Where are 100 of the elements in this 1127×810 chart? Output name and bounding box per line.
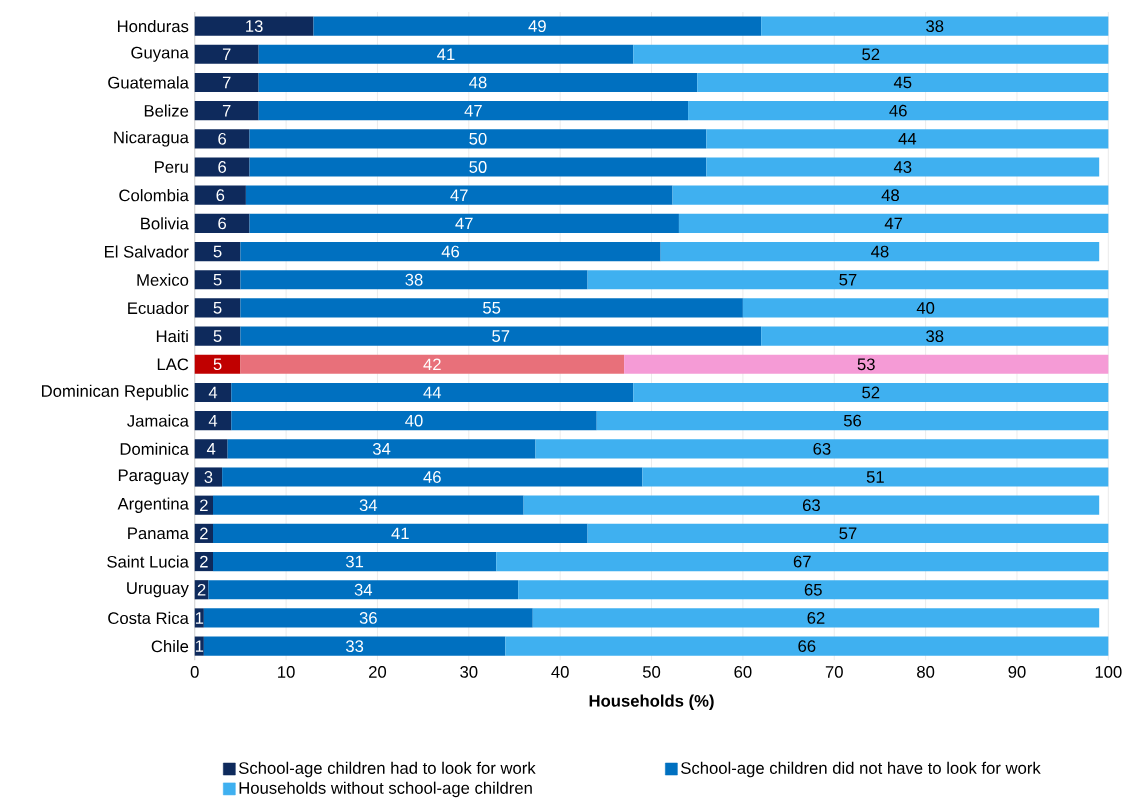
bar bbox=[194, 73, 259, 93]
data-label: 46 bbox=[441, 245, 460, 258]
data-label: 6 bbox=[218, 217, 227, 230]
x-tick-label: 20 bbox=[369, 666, 387, 679]
bar bbox=[678, 214, 1109, 234]
y-tick-label: Ecuador bbox=[128, 302, 189, 315]
data-label: 41 bbox=[437, 48, 455, 61]
y-tick-label: Colombia bbox=[119, 189, 189, 202]
y-tick-label: Saint Lucia bbox=[107, 555, 189, 568]
data-label: 48 bbox=[469, 76, 487, 89]
data-label: 4 bbox=[208, 386, 218, 399]
data-label: 40 bbox=[405, 414, 423, 427]
x-tick-label: 90 bbox=[1008, 666, 1026, 679]
bar bbox=[706, 129, 1109, 149]
bar bbox=[194, 101, 259, 121]
data-label: 7 bbox=[222, 48, 231, 61]
y-tick-label: Dominica bbox=[120, 442, 189, 456]
data-label: 47 bbox=[884, 217, 903, 230]
bar bbox=[249, 214, 679, 234]
data-label: 44 bbox=[898, 133, 917, 145]
bar bbox=[240, 270, 588, 290]
data-label: 5 bbox=[213, 302, 222, 314]
data-label: 6 bbox=[218, 133, 227, 145]
bar bbox=[761, 326, 1109, 346]
bar bbox=[208, 580, 519, 600]
bar bbox=[194, 157, 250, 177]
data-label: 66 bbox=[798, 640, 816, 653]
bar bbox=[245, 185, 673, 205]
data-label: 6 bbox=[216, 189, 225, 202]
bar bbox=[240, 298, 743, 318]
y-tick-label: Panama bbox=[128, 527, 189, 540]
bar bbox=[227, 439, 536, 459]
bar bbox=[587, 524, 1109, 544]
bar bbox=[742, 298, 1109, 318]
bar bbox=[194, 354, 241, 375]
bar bbox=[194, 214, 250, 234]
bar bbox=[240, 242, 661, 262]
legend-label: Households without school-age children bbox=[239, 781, 532, 798]
bar bbox=[761, 16, 1109, 36]
bar bbox=[249, 129, 707, 149]
bar bbox=[596, 411, 1109, 431]
bar bbox=[672, 185, 1109, 205]
bar bbox=[532, 608, 1100, 628]
bar bbox=[213, 552, 497, 572]
data-label: 50 bbox=[469, 133, 487, 145]
data-label: 38 bbox=[926, 20, 944, 33]
data-label: 47 bbox=[455, 217, 473, 230]
data-label: 34 bbox=[372, 443, 391, 455]
bar bbox=[222, 467, 643, 487]
data-label: 47 bbox=[450, 189, 468, 202]
x-tick-label: 10 bbox=[278, 666, 295, 679]
data-label: 48 bbox=[881, 189, 899, 202]
data-label: 2 bbox=[197, 584, 206, 596]
bar bbox=[194, 129, 250, 149]
y-tick-label: Guatemala bbox=[108, 76, 189, 89]
data-label: 48 bbox=[871, 245, 889, 258]
data-label: 38 bbox=[926, 330, 944, 343]
data-label: 67 bbox=[793, 555, 811, 568]
bar bbox=[194, 411, 232, 431]
data-label: 3 bbox=[204, 471, 213, 484]
bar bbox=[194, 383, 232, 403]
data-label: 31 bbox=[345, 555, 364, 568]
bar bbox=[633, 383, 1109, 403]
bar bbox=[194, 16, 314, 36]
data-label: 52 bbox=[862, 386, 880, 399]
bar bbox=[258, 73, 698, 93]
data-label: 2 bbox=[200, 555, 208, 568]
bar bbox=[688, 101, 1109, 121]
y-tick-label: El Salvador bbox=[105, 245, 189, 258]
y-tick-label: LAC bbox=[157, 358, 189, 371]
data-label: 13 bbox=[246, 20, 263, 33]
data-label: 38 bbox=[405, 274, 423, 286]
data-label: 65 bbox=[804, 584, 822, 596]
data-label: 57 bbox=[839, 527, 857, 540]
bar bbox=[231, 383, 634, 403]
data-label: 57 bbox=[839, 274, 857, 286]
data-label: 40 bbox=[916, 302, 935, 315]
y-tick-label: Costa Rica bbox=[108, 612, 189, 625]
y-tick-label: Honduras bbox=[117, 20, 189, 33]
bar bbox=[660, 242, 1100, 262]
bar bbox=[249, 157, 707, 177]
y-tick-label: Nicaragua bbox=[114, 131, 189, 147]
data-label: 6 bbox=[218, 161, 227, 174]
data-label: 43 bbox=[893, 161, 912, 174]
data-label: 49 bbox=[528, 20, 546, 33]
data-label: 41 bbox=[391, 527, 409, 540]
y-tick-label: Argentina bbox=[117, 497, 189, 514]
bar bbox=[194, 298, 241, 318]
data-label: 5 bbox=[213, 330, 222, 343]
bar bbox=[697, 73, 1109, 93]
x-tick-label: 80 bbox=[917, 666, 935, 679]
bar bbox=[258, 101, 689, 121]
y-tick-label: Uruguay bbox=[127, 582, 189, 598]
data-label: 34 bbox=[359, 499, 378, 512]
data-label: 53 bbox=[857, 358, 875, 371]
bar bbox=[194, 185, 246, 205]
data-label: 46 bbox=[889, 104, 907, 117]
bar bbox=[194, 242, 241, 262]
y-tick-label: Paraguay bbox=[118, 469, 189, 485]
bar bbox=[213, 524, 588, 544]
